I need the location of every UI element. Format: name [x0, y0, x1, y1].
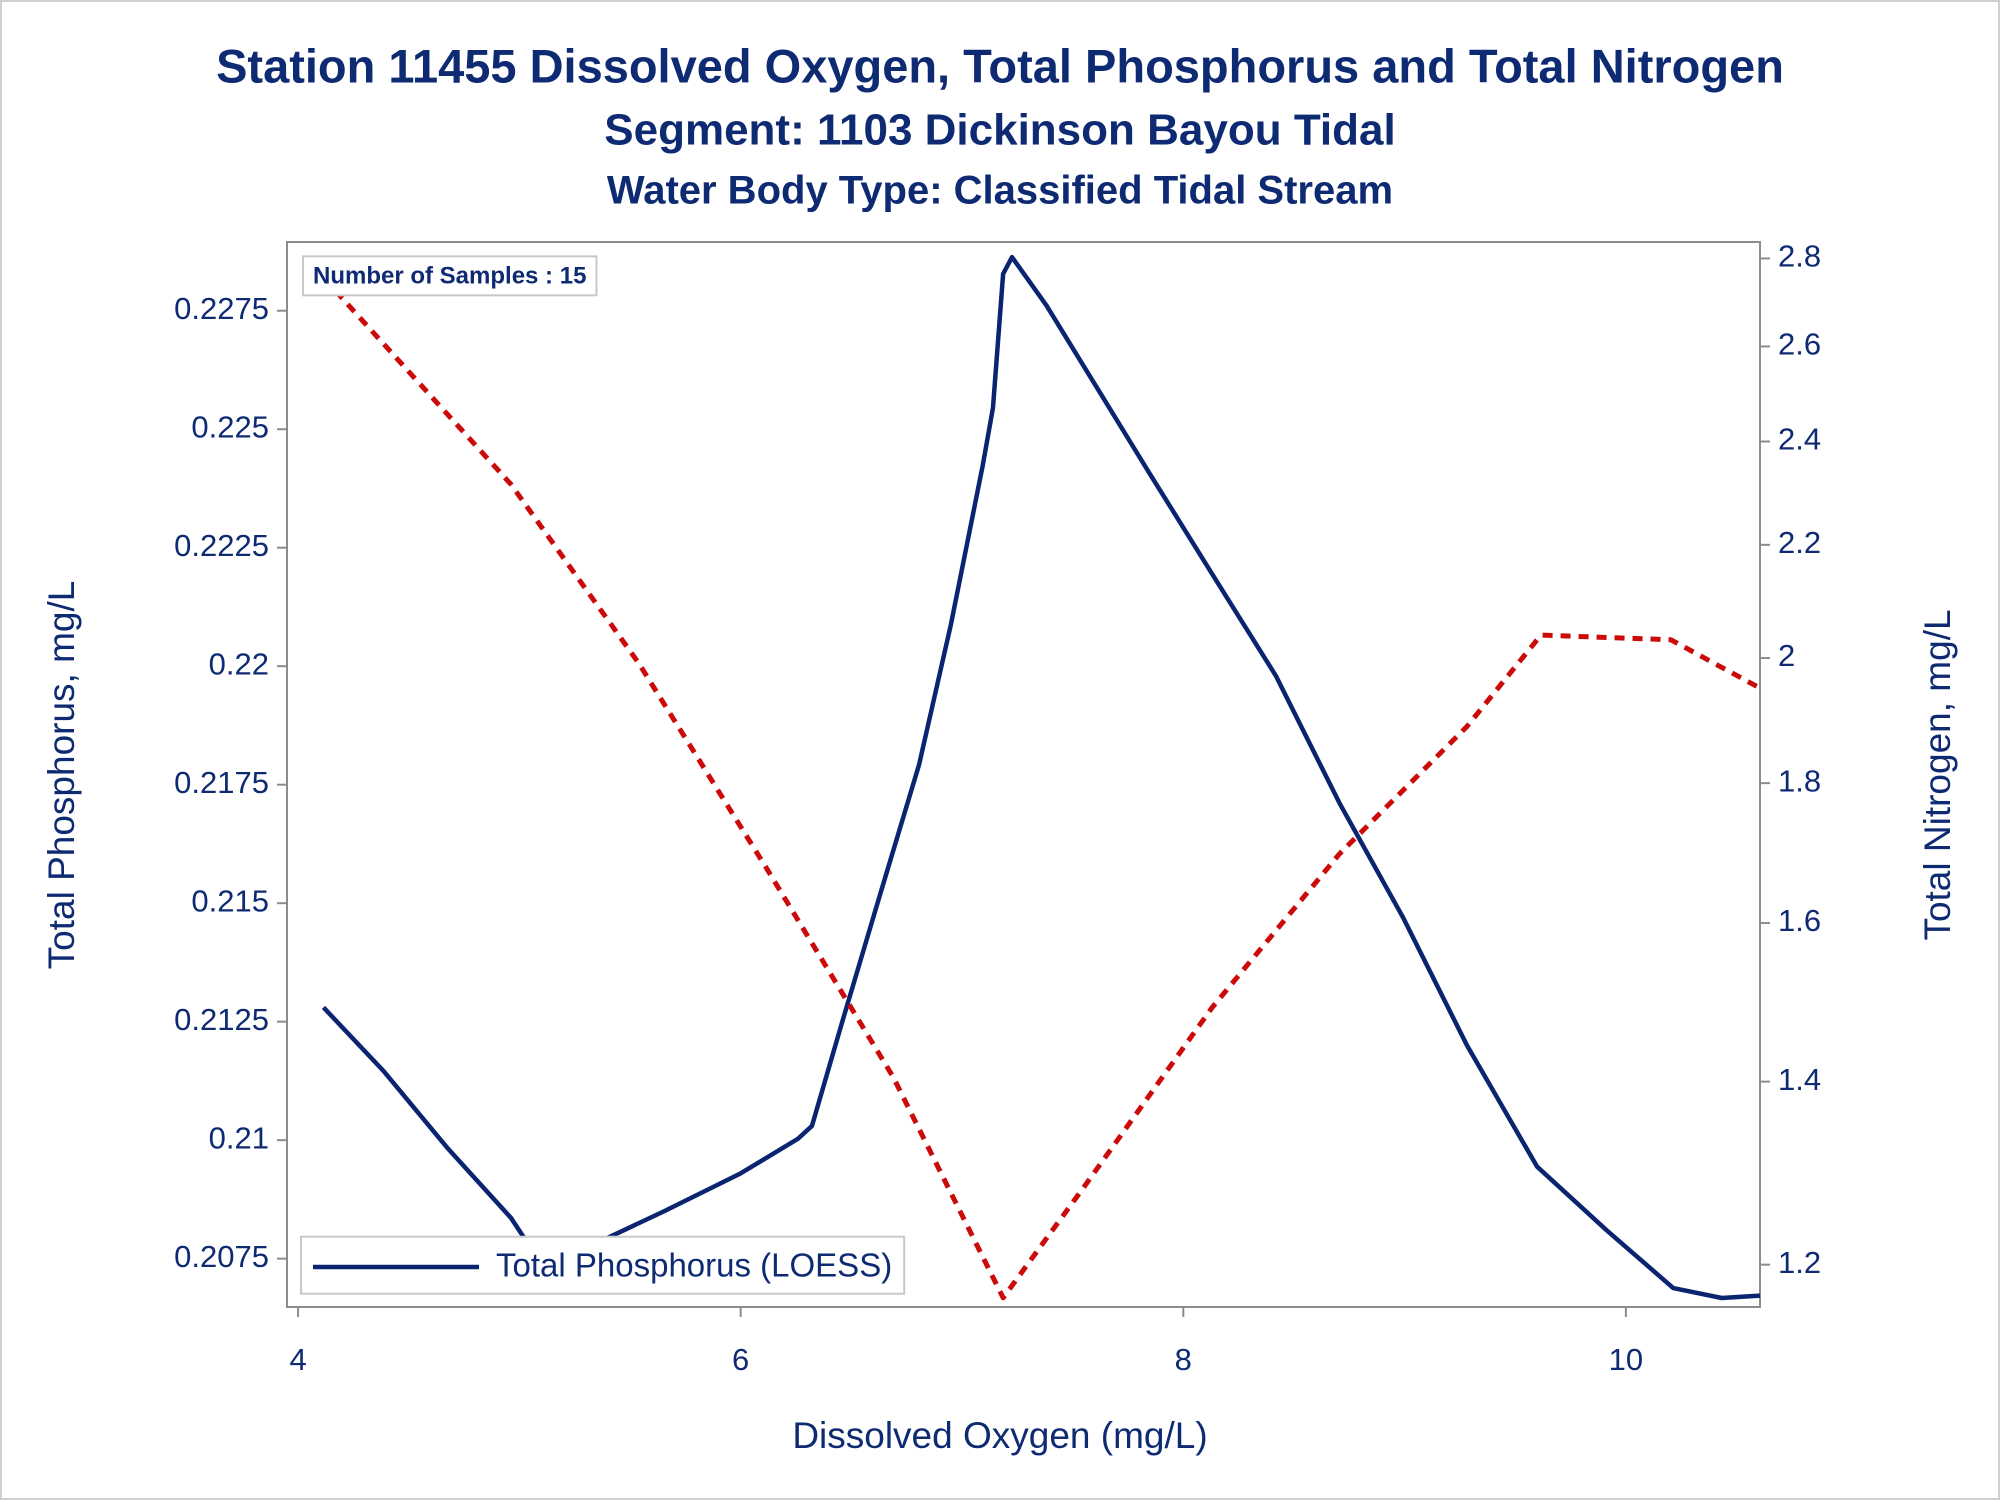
y-tick-label: 0.225: [191, 409, 269, 444]
y-axis-label: Total Phosphorus, mg/L: [41, 581, 82, 970]
y2-tick-label: 2.2: [1778, 525, 1821, 560]
annotation: Number of Samples : 15: [302, 255, 598, 297]
y2-tick-label: 1.4: [1778, 1062, 1821, 1097]
x-tick-label: 10: [1609, 1342, 1643, 1377]
legend: Total Phosphorus (LOESS): [300, 1235, 906, 1295]
y-tick-label: 0.2225: [174, 528, 269, 563]
chart-subtitle: Water Body Type: Classified Tidal Stream: [607, 169, 1393, 213]
y2-tick-label: 1.2: [1778, 1245, 1821, 1280]
y2-axis-label: Total Nitrogen, mg/L: [1917, 609, 1958, 940]
y2-tick-label: 1.8: [1778, 763, 1821, 798]
x-tick-label: 8: [1175, 1342, 1192, 1377]
x-tick-label: 4: [289, 1342, 306, 1377]
plot-frame: [286, 241, 1761, 1308]
y2-tick-label: 2.4: [1778, 422, 1821, 457]
y2-tick-label: 2.6: [1778, 327, 1821, 362]
y-tick-label: 0.2175: [174, 765, 269, 800]
data-line: [321, 275, 1762, 1301]
x-axis-label: Dissolved Oxygen (mg/L): [792, 1415, 1207, 1456]
y-tick-label: 0.22: [209, 646, 269, 681]
y-tick-label: 0.215: [191, 883, 269, 918]
x-tick-label: 6: [732, 1342, 749, 1377]
y2-tick-label: 2.8: [1778, 239, 1821, 274]
y-tick-label: 0.2125: [174, 1002, 269, 1037]
annotation-text: Number of Samples : 15: [313, 262, 586, 289]
legend-label: Total Phosphorus (LOESS): [496, 1247, 892, 1284]
y2-tick-label: 2: [1778, 638, 1795, 673]
chart-subtitle: Segment: 1103 Dickinson Bayou Tidal: [604, 106, 1395, 155]
y-tick-label: 0.2275: [174, 291, 269, 326]
y-tick-label: 0.2075: [174, 1239, 269, 1274]
chart-title: Station 11455 Dissolved Oxygen, Total Ph…: [216, 39, 1784, 92]
annotation-box: [302, 255, 598, 297]
y2-tick-label: 1.6: [1778, 903, 1821, 938]
y-tick-label: 0.21: [209, 1120, 269, 1155]
